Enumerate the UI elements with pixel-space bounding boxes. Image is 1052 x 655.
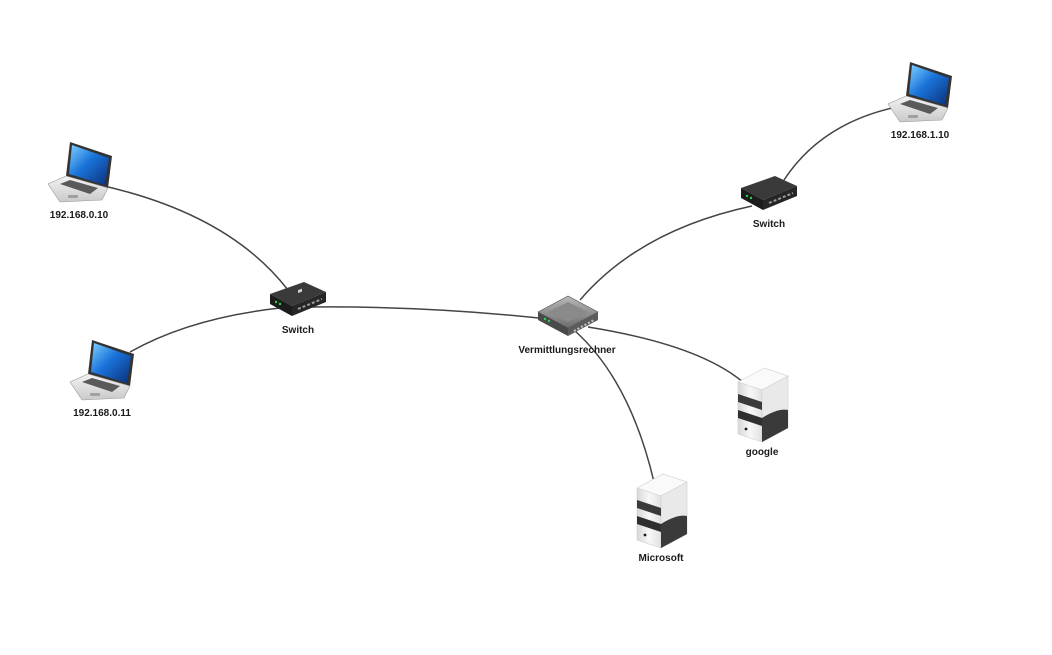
node-label: 192.168.0.11 <box>73 408 131 419</box>
laptop-node-192-168-1-10[interactable]: 192.168.1.10 <box>887 62 952 141</box>
link-switch2-laptop3 <box>783 107 893 181</box>
server-icon <box>737 367 789 443</box>
router-icon <box>537 295 599 336</box>
node-label: Microsoft <box>639 553 685 564</box>
links <box>103 107 893 483</box>
server-node-microsoft[interactable]: Microsoft <box>636 473 688 564</box>
switch-node-left[interactable]: Switch <box>270 282 326 336</box>
node-label: 192.168.1.10 <box>891 130 950 141</box>
link-laptop1-switch1 <box>103 185 289 291</box>
laptop-icon <box>47 142 112 203</box>
laptop-icon <box>887 62 952 123</box>
node-label: Switch <box>282 325 314 336</box>
laptop-node-192-168-0-10[interactable]: 192.168.0.10 <box>47 142 112 221</box>
switch-icon <box>741 176 797 210</box>
node-label: google <box>746 447 779 458</box>
node-label: 192.168.0.10 <box>50 210 109 221</box>
server-icon <box>636 473 688 549</box>
router-node-vermittlungsrechner[interactable]: Vermittlungsrechner <box>518 295 616 356</box>
link-router-google <box>587 326 745 384</box>
link-laptop2-switch1 <box>129 307 281 353</box>
switch-icon <box>270 282 326 316</box>
link-switch1-router <box>311 306 549 320</box>
laptop-icon <box>69 340 134 401</box>
laptop-node-192-168-0-11[interactable]: 192.168.0.11 <box>69 340 134 419</box>
link-router-switch2 <box>579 205 753 301</box>
link-router-microsoft <box>573 329 655 483</box>
node-label: Vermittlungsrechner <box>518 345 615 356</box>
node-label: Switch <box>753 219 785 230</box>
switch-node-right[interactable]: Switch <box>741 176 797 230</box>
server-node-google[interactable]: google <box>737 367 789 458</box>
